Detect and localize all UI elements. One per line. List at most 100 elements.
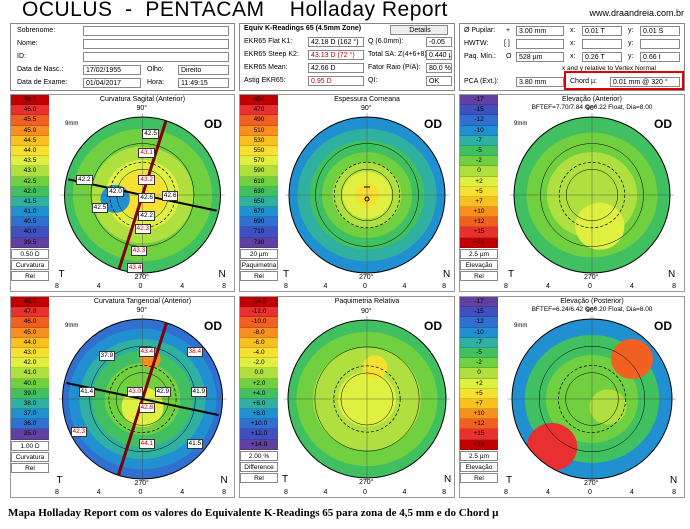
color-zone (92, 351, 193, 447)
scale-step: -12 (460, 115, 498, 126)
nasal-label: N (443, 269, 451, 280)
sagittal-map: 46.5 46.0 45.5 45.0 44.5 44.0 43.5 43.0 42.5 42.0… (10, 94, 235, 292)
relative-pachy-map: -14.0 -12.0 -10.0 -8.0 -6.0 -4.0 -2.0 0.0 +2.0 +4… (239, 296, 455, 498)
hwtw-field (516, 39, 564, 49)
scale-step: -2.0 (240, 358, 278, 369)
map-type-button[interactable]: Curvatura (11, 259, 49, 270)
scale-step: -8.0 (240, 327, 278, 338)
eye-indicator: OD (654, 319, 672, 333)
pupil-diameter-field: 3.00 mm (516, 26, 564, 36)
hwtw-sign: [ ] (504, 40, 510, 47)
relative-button[interactable]: Rel (11, 270, 49, 281)
map-type-button[interactable]: Curvatura (11, 451, 49, 462)
temporal-label: T (506, 475, 513, 486)
astig-label: Astig EKR65: (244, 77, 286, 84)
bottom-tick: 4 (630, 489, 634, 496)
k-value-label: 41.4 (78, 387, 96, 397)
details-button[interactable]: Details (390, 25, 448, 35)
k-value-label: 38.4 (186, 347, 204, 357)
relative-button[interactable]: Rel (460, 270, 498, 281)
eye-indicator: OD (204, 117, 222, 131)
vertex-note: x and y relative to Vertex Normal (562, 65, 656, 72)
bottom-tick: 8 (222, 283, 226, 290)
scale-step: 45.0 (11, 327, 49, 338)
scale-step-size: 2.5 µm (460, 248, 498, 259)
exam-date-field[interactable]: 01/04/2017 (83, 78, 141, 88)
color-layer (289, 117, 445, 273)
relative-button[interactable]: Rel (11, 462, 49, 473)
relative-button[interactable]: Rel (240, 472, 278, 483)
bottom-tick: 8 (284, 283, 288, 290)
surname-field[interactable] (83, 26, 229, 36)
k-value-label: 37.9 (98, 351, 116, 361)
id-label: ID: (17, 53, 26, 60)
scale-step: 730 (240, 237, 278, 248)
eye-indicator: OD (424, 319, 442, 333)
hwtw-x-label: x: (570, 40, 576, 47)
zone-ring-dashed (558, 161, 626, 229)
scale-step: +2 (460, 176, 498, 187)
scale-step: -10 (460, 125, 498, 136)
color-scale: 48.0 47.0 46.0 45.0 44.0 43.0 42.0 41.0 40.0 39.0… (11, 297, 49, 473)
ring-3mm (566, 169, 618, 221)
k-value-label: 42.6 (161, 191, 179, 201)
scale-step: -15 (460, 307, 498, 318)
map-type-button[interactable]: Elevação (460, 461, 498, 472)
time-field[interactable]: 11:49:15 (178, 78, 229, 88)
chord-field: 0.01 mm @ 320 ° (610, 77, 680, 87)
paq-min-label: Paq. Mín.: (464, 53, 496, 60)
kmean-field: 42.66 D (308, 63, 364, 73)
name-field[interactable] (83, 39, 229, 49)
map-type-button[interactable]: Difference (240, 461, 278, 472)
map-type-button[interactable]: Elevação (460, 259, 498, 270)
temporal-label: T (283, 269, 290, 280)
relative-button[interactable]: Rel (240, 270, 278, 281)
eye-field[interactable]: Direito (178, 65, 229, 75)
nasal-label: N (670, 475, 678, 486)
zone-label: 9mm (65, 323, 79, 329)
ring-6mm (540, 143, 644, 247)
scale-step: 46.0 (11, 105, 49, 116)
id-field[interactable] (83, 52, 229, 62)
astig-field: 0.95 D (308, 76, 364, 86)
axis-90-label: 90° (586, 307, 597, 314)
scale-step-size: 2.00 % (240, 450, 278, 461)
disc-group (285, 113, 449, 277)
report-frame: OCULUS - PENTACAM Holladay Report www.dr… (10, 0, 685, 498)
birth-field[interactable]: 17/02/1955 (83, 65, 141, 75)
bottom-scale: 8 4 0 4 8 (51, 489, 230, 496)
color-zone (342, 171, 392, 219)
scale-step: -15 (460, 105, 498, 116)
axis-270-label: 270° (584, 274, 599, 281)
k-value-label: 43.1 (138, 148, 156, 159)
scale-step: 690 (240, 217, 278, 228)
scale-step-size: 2.5 µm (460, 450, 498, 461)
map-title: Espessura Corneana (334, 96, 400, 103)
color-zone (288, 320, 446, 478)
ring-3mm (341, 169, 393, 221)
bottom-scale: 8 4 0 4 8 (280, 283, 450, 290)
color-scale: -17 -15 -12 -10 -7 -5 -2 0 +2 +5 +7 +10 +12 +15 +18 2.5… (460, 297, 498, 483)
ring-6mm (315, 143, 419, 247)
scale-step: +15 (460, 429, 498, 440)
ratio-label: Fator Raio (P/A): (368, 64, 421, 71)
scale-step: 40.0 (11, 378, 49, 389)
scale-step: 45.5 (11, 115, 49, 126)
scale-step: 48.0 (11, 297, 49, 308)
total-sa-field: 0.440 µ (426, 50, 452, 60)
scale-step: 47.0 (11, 307, 49, 318)
color-layer (514, 117, 670, 273)
temporal-label: T (282, 474, 289, 485)
map-type-button[interactable]: Paquimetria (240, 259, 278, 270)
scale-step: 490 (240, 115, 278, 126)
anterior-elevation-map: -17 -15 -12 -10 -7 -5 -2 0 +2 +5 +7 +10 +12 +15 +18 2.5… (459, 94, 685, 292)
scale-step: 650 (240, 196, 278, 208)
axis-90-label: 90° (136, 105, 148, 112)
color-zone (546, 152, 638, 238)
color-zone (362, 355, 388, 380)
scale-step: +8.0 (240, 409, 278, 420)
bottom-tick: 8 (284, 489, 288, 496)
eye-indicator: OD (204, 319, 222, 333)
ring-3mm (565, 372, 619, 426)
relative-button[interactable]: Rel (460, 472, 498, 483)
